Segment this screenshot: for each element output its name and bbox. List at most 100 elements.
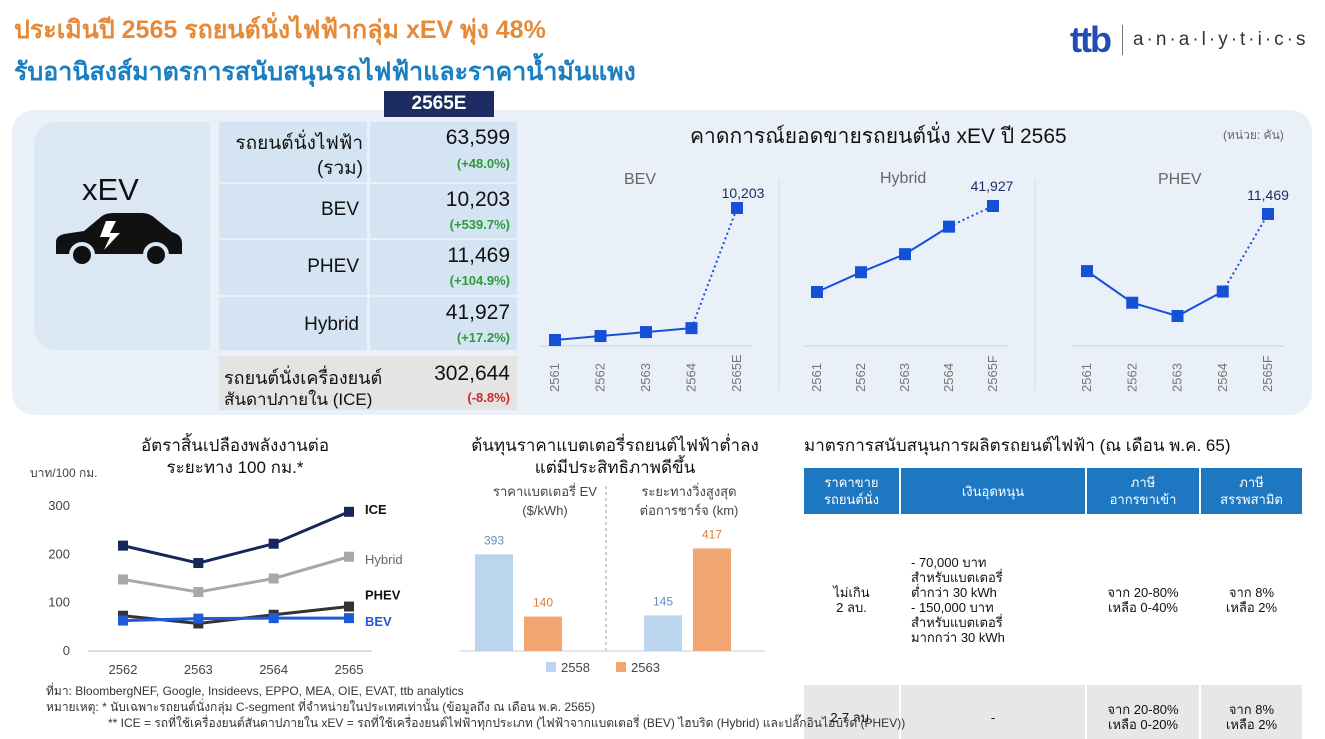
summary-label-ice-sub: สันดาปภายใน (ICE) (224, 390, 373, 409)
battery-bar-label: 145 (653, 594, 673, 608)
battery-legend-swatch (546, 662, 556, 672)
sales-series-line (554, 327, 692, 341)
summary-label-phev: PHEV (307, 256, 359, 277)
summary-label-cell-0 (219, 122, 367, 182)
sales-tick-label: 2564 (941, 363, 956, 392)
sales-unit-note: (หน่วย: คัน) (1223, 128, 1284, 142)
sales-tick-label: 2565F (985, 355, 1000, 392)
battery-bar-label: 140 (533, 596, 553, 610)
sales-point (1126, 296, 1139, 309)
measures-row1-subsidy: - 70,000 บาท สำหรับแบตเตอรี่ ต่ำกว่า 30 … (900, 514, 1087, 685)
battery-bar-label: 393 (484, 533, 504, 547)
brand-name: ttb (1070, 19, 1112, 60)
page-title: ประเมินปี 2565 รถยนต์นั่งไฟฟ้ากลุ่ม xEV … (14, 16, 546, 44)
sales-point (943, 220, 955, 233)
summary-value-ice: 302,644 (434, 362, 510, 385)
summary-label-hybrid: Hybrid (304, 314, 359, 335)
sales-tick-label: 2564 (1215, 363, 1230, 392)
fuel-xtick-label: 2564 (259, 662, 288, 677)
summary-value-phev: 11,469 (447, 244, 510, 267)
summary-value-bev: 10,203 (445, 188, 510, 211)
sales-tick-label: 2565F (1260, 355, 1275, 392)
year-badge: 2565E (384, 91, 494, 117)
summary-change-total: (+48.0%) (456, 156, 510, 171)
page-subtitle: รับอานิสงส์มาตรการสนับสนุนรถไฟฟ้าและราคา… (14, 58, 636, 86)
sales-forecast-title: คาดการณ์ยอดขายรถยนต์นั่ง xEV ปี 2565 (690, 125, 1067, 148)
summary-label-bev: BEV (320, 199, 359, 220)
sales-tick-label: 2561 (809, 363, 824, 392)
summary-label-cell-1 (219, 184, 367, 238)
sales-tick-label: 2564 (684, 363, 699, 392)
measures-row2-price: 2-7 ลบ. (804, 685, 901, 739)
xev-label: xEV (82, 172, 139, 207)
battery-group-label: ต่อการชาร์จ (km) (640, 503, 739, 518)
fuel-point (268, 538, 279, 549)
sales-forecast-line (1221, 213, 1269, 293)
summary-label-ice: รถยนต์นั่งเครื่องยนต์ (224, 368, 383, 388)
sales-point (1262, 208, 1274, 220)
footnote-note2: ** ICE = รถที่ใช้เครื่องยนต์สันดาปภายใน … (108, 716, 906, 730)
fuel-xtick-label: 2562 (109, 662, 138, 677)
fuel-series-line (122, 616, 349, 623)
sales-tick-label: 2562 (593, 363, 608, 392)
battery-bar (475, 554, 513, 651)
sales-point (549, 334, 561, 346)
summary-value-total: 63,599 (445, 126, 510, 149)
summary-change-ice: (-8.8%) (467, 390, 510, 405)
sales-value-label: 11,469 (1247, 187, 1289, 203)
sales-point (899, 248, 911, 261)
brand-text: ttb (1070, 19, 1112, 60)
brand-sub: a·n·a·l·y·t·i·c·s (1132, 29, 1309, 50)
sales-tick-label: 2563 (897, 363, 912, 392)
summary-label-cell-2 (219, 240, 367, 295)
sales-forecast-line (948, 205, 994, 228)
sales-point (731, 202, 743, 214)
measures-row: ไม่เกิน 2 ลบ. - 70,000 บาท สำหรับแบตเตอรี… (804, 514, 1302, 685)
summary-label-cell-3 (219, 297, 367, 350)
electric-car-icon (56, 213, 182, 268)
fuel-point (118, 574, 128, 585)
battery-chart-title-line2: แต่มีประสิทธิภาพดีขึ้น (534, 458, 696, 477)
measures-row1-excise: จาก 8% เหลือ 2% (1200, 514, 1302, 685)
fuel-point (268, 613, 279, 624)
measures-header-excise: ภาษี สรรพสามิต (1200, 468, 1302, 514)
summary-change-phev: (+104.9%) (449, 273, 510, 288)
sales-tick-label: 2562 (853, 363, 868, 392)
ttb-analytics-logo: ttb a·n·a·l·y·t·i·c·s (1070, 20, 1309, 60)
battery-chart-title-line1: ต้นทุนราคาแบตเตอรี่รถยนต์ไฟฟ้าต่ำลง (471, 436, 759, 455)
fuel-cost-chart: บาท/100 กม. 0 100 200 300 2562 2563 2564 2565 ICE… (30, 466, 403, 677)
battery-legend-label: 2563 (631, 660, 660, 675)
battery-group-label: ราคาแบตเตอรี่ EV (493, 483, 597, 499)
summary-label-total-sub: (รวม) (316, 158, 363, 179)
battery-legend-label: 2558 (561, 660, 590, 675)
sales-point (594, 330, 607, 343)
fuel-series-line (122, 510, 350, 565)
fuel-point (344, 506, 354, 517)
fuel-ytick-label: 300 (48, 498, 70, 513)
hybrid-chart-title: Hybrid (880, 170, 927, 187)
bev-chart-title: BEV (624, 171, 657, 188)
summary-change-hybrid: (+17.2%) (456, 330, 510, 345)
sales-tick-label: 2563 (638, 363, 653, 392)
fuel-point (193, 558, 204, 569)
summary-ice-cell (219, 356, 517, 410)
fuel-ytick-label: 200 (48, 546, 70, 561)
fuel-point (344, 551, 354, 562)
summary-change-bev: (+539.7%) (449, 217, 510, 232)
fuel-point (193, 587, 204, 598)
battery-group-label: ($/kWh) (522, 503, 568, 518)
fuel-chart-title-line1: อัตราสิ้นเปลืองพลังงานต่อ (140, 436, 330, 455)
summary-value-cell-1 (370, 184, 517, 238)
fuel-point (193, 613, 204, 624)
battery-cost-chart: ราคาแบตเตอรี่ EV ($/kWh) 393 140 ระยะทางวิ่ง… (460, 483, 765, 675)
sales-point (855, 266, 867, 279)
battery-bar (524, 616, 562, 651)
summary-value-cell-0 (370, 122, 517, 182)
footnote-note1: หมายเหตุ: * นับเฉพาะรถยนต์นั่งกลุ่ม C-se… (46, 700, 596, 714)
sales-point (1081, 265, 1093, 278)
footnote-source: ที่มา: BloombergNEF, Google, Insideevs, … (46, 684, 464, 698)
fuel-series-label: ICE (365, 502, 387, 517)
sales-series-line (1086, 270, 1224, 318)
fuel-series-label: BEV (365, 614, 392, 629)
battery-bar (693, 548, 731, 651)
